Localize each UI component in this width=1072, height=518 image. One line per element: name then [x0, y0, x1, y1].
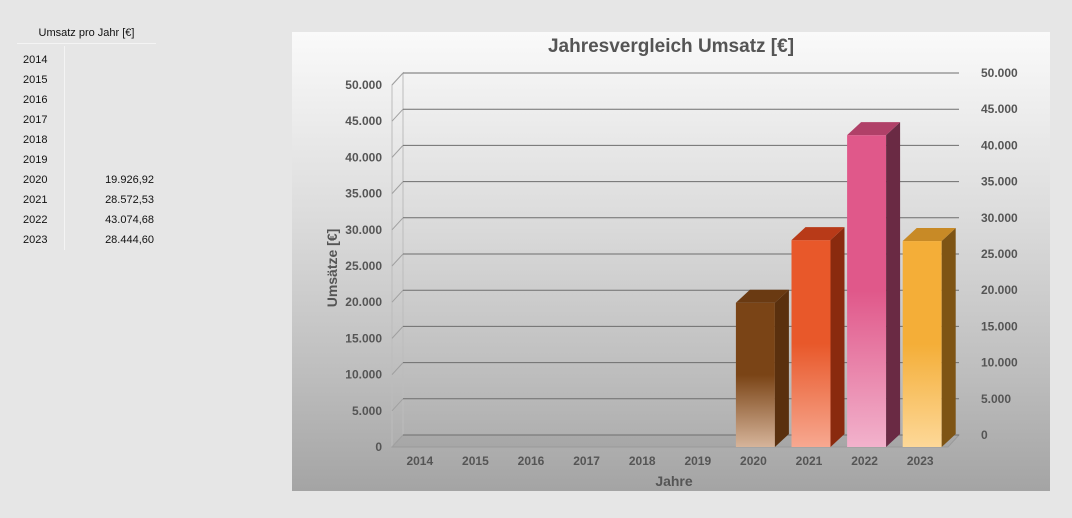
gridline-depth: [391, 181, 404, 194]
bar-side: [941, 228, 956, 447]
y-axis-right: 0 5.000 10.000 15.000 20.000 25.000 30.000 35.0…: [981, 66, 1018, 442]
y-tick-label-right: 30.000: [981, 211, 1018, 225]
table-year: 2021: [23, 194, 48, 206]
bar-side: [830, 227, 845, 447]
sales-chart: Jahresvergleich Umsatz [€] 0 5.000 10.000 1…: [324, 36, 1018, 489]
table-divider: [64, 46, 65, 250]
x-tick-label: 2014: [406, 454, 433, 468]
y-tick-label-right: 5.000: [981, 392, 1011, 406]
gridline-depth: [391, 362, 404, 375]
bar-front: [791, 240, 831, 447]
y-tick-label: 20.000: [345, 295, 382, 309]
y-tick-label-right: 45.000: [981, 102, 1018, 116]
y-tick-label: 15.000: [345, 331, 382, 345]
y-tick-label: 0: [375, 440, 382, 454]
bar-front: [902, 241, 942, 447]
table-row: 2016: [17, 90, 157, 110]
bar-top: [847, 122, 901, 136]
gridline-depth: [391, 253, 404, 267]
x-tick-label: 2016: [518, 454, 545, 468]
gridline-depth: [391, 434, 404, 448]
y-axis-left: 0 5.000 10.000 15.000 20.000 25.000 30.000 35.0…: [345, 78, 382, 454]
y-tick-label: 30.000: [345, 223, 382, 237]
y-tick-label-right: 20.000: [981, 283, 1018, 297]
gridline-depth: [391, 145, 404, 158]
y-tick-label: 45.000: [345, 114, 382, 128]
bar-top: [735, 289, 789, 303]
gridline-depth: [391, 398, 404, 412]
x-tick-label: 2023: [907, 454, 934, 468]
table-value: 28.572,53: [105, 194, 154, 206]
table-year: 2022: [23, 214, 48, 226]
y-tick-label-right: 35.000: [981, 175, 1018, 189]
bar-2021: [791, 227, 845, 447]
x-tick-label: 2015: [462, 454, 489, 468]
table-year: 2016: [23, 94, 48, 106]
table-year: 2018: [23, 134, 48, 146]
y-tick-label: 35.000: [345, 187, 382, 201]
y-tick-label-right: 15.000: [981, 319, 1018, 333]
bar-side: [774, 289, 789, 447]
y-tick-label-right: 40.000: [981, 138, 1018, 152]
y-tick-label: 5.000: [352, 404, 382, 418]
chart-title: Jahresvergleich Umsatz [€]: [548, 36, 794, 57]
table-header: Umsatz pro Jahr [€]: [17, 27, 156, 44]
gridline-depth: [391, 72, 404, 86]
bar-2020: [735, 289, 789, 447]
y-tick-label-right: 0: [981, 428, 988, 442]
gridline-depth: [391, 217, 404, 231]
table-year: 2020: [23, 174, 48, 186]
bars: [735, 122, 956, 448]
y-tick-label: 25.000: [345, 259, 382, 273]
table-value: 19.926,92: [105, 174, 154, 186]
gridline-depth: [391, 289, 404, 303]
x-axis-label: Jahre: [655, 473, 693, 489]
y-tick-label: 40.000: [345, 150, 382, 164]
table-row: 2019: [17, 150, 157, 170]
table-year: 2019: [23, 154, 48, 166]
y-tick-label: 10.000: [345, 368, 382, 382]
bar-front: [735, 302, 775, 447]
x-tick-label: 2020: [740, 454, 767, 468]
table-year: 2014: [23, 54, 48, 66]
table-year: 2015: [23, 74, 48, 86]
x-tick-label: 2017: [573, 454, 600, 468]
gridline-depth: [391, 108, 404, 122]
table-year: 2023: [23, 234, 48, 246]
y-tick-label-right: 25.000: [981, 247, 1018, 261]
x-tick-label: 2019: [684, 454, 711, 468]
x-tick-label: 2018: [629, 454, 656, 468]
bar-2023: [902, 228, 956, 447]
table-row: 2021 28.572,53: [17, 190, 157, 210]
table-row: 2015: [17, 70, 157, 90]
table-value: 28.444,60: [105, 234, 154, 246]
bar-top: [902, 228, 956, 242]
table-row: 2020 19.926,92: [17, 170, 157, 190]
table-row: 2023 28.444,60: [17, 230, 157, 250]
chart-panel: Jahresvergleich Umsatz [€] 0 5.000 10.000 1…: [292, 32, 1050, 491]
y-tick-label: 50.000: [345, 78, 382, 92]
table-year: 2017: [23, 114, 48, 126]
chart-grid: [390, 71, 961, 449]
table-value: 43.074,68: [105, 214, 154, 226]
y-tick-label-right: 10.000: [981, 356, 1018, 370]
bar-top: [791, 227, 845, 241]
bar-side: [886, 122, 901, 448]
y-axis-label: Umsätze [€]: [324, 229, 340, 308]
table-row: 2018: [17, 130, 157, 150]
bar-2022: [847, 122, 901, 448]
y-tick-label-right: 50.000: [981, 66, 1018, 80]
x-tick-label: 2022: [851, 454, 878, 468]
x-axis: 2014 2015 2016 2017 2018 2019 2020 2021 2022 2023: [406, 454, 933, 468]
table-row: 2014: [17, 50, 157, 70]
bar-front: [847, 135, 887, 447]
table-row: 2017: [17, 110, 157, 130]
table-row: 2022 43.074,68: [17, 210, 157, 230]
x-tick-label: 2021: [796, 454, 823, 468]
gridline-depth: [391, 326, 404, 339]
